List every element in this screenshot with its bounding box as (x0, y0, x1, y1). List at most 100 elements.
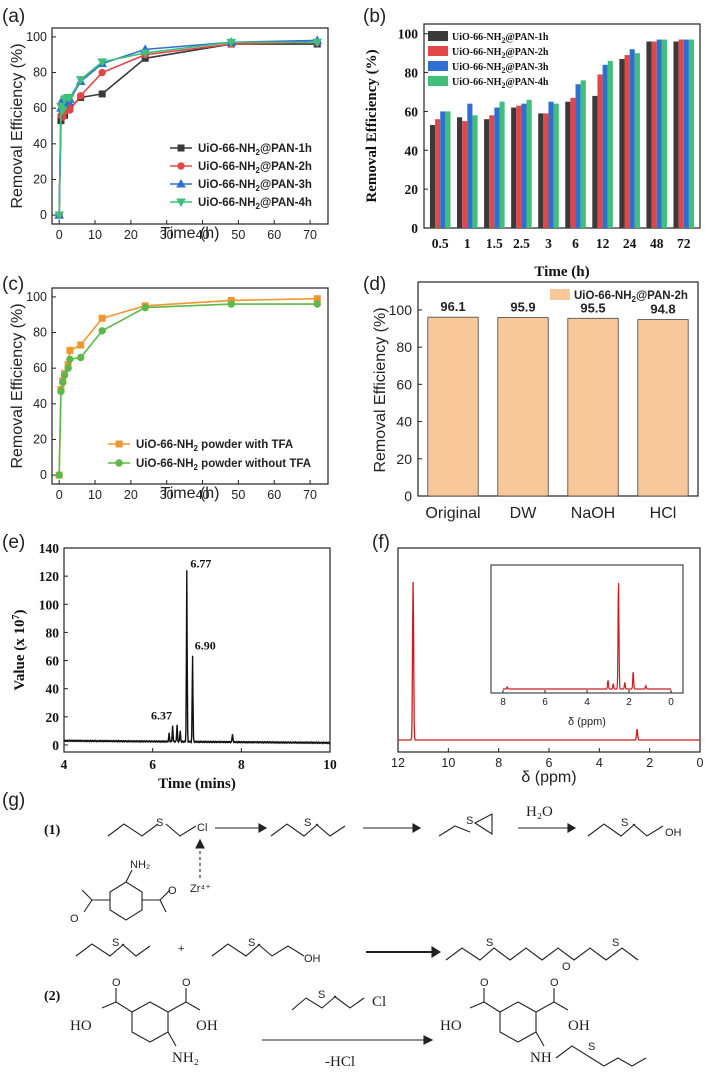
legend-label: UiO-66-NH2@PAN-3h (198, 179, 312, 193)
chart-c: 0 10 20 30 40 50 60 70 0 20 40 60 80 100 Time (h) Rem… (9, 287, 329, 502)
bar (435, 119, 441, 228)
y-tick-label: 100 (26, 290, 47, 304)
bar (567, 317, 619, 497)
x-tick-label: 20 (124, 488, 138, 502)
x-tick-label: NaOH (571, 505, 615, 522)
bar (484, 119, 490, 228)
chain-7a (291, 995, 337, 1011)
o-right-3: O (550, 977, 559, 989)
series-2 (55, 300, 321, 479)
x-tick-label: 10 (441, 756, 455, 770)
bar (462, 121, 468, 228)
data-point (57, 106, 68, 115)
legend-entry: UiO-66-NH2@PAN-4h (170, 197, 312, 211)
y-tick-label: 60 (396, 376, 412, 392)
bar (597, 74, 603, 228)
bar (516, 105, 522, 228)
chart-d-legend: UiO-66-NH2@PAN-2h (550, 289, 688, 304)
chart-a-xlabel: Time (h) (161, 225, 220, 242)
s-atom-2: S (304, 817, 311, 829)
oh-group-2: OH (304, 953, 321, 965)
x-tick-label: 12 (391, 756, 405, 770)
chain-7b (333, 995, 365, 1009)
legend-label: UiO-66-NH2@PAN-1h (198, 143, 312, 157)
y-tick-label: 20 (46, 710, 60, 725)
legend-entry: UiO-66-NH2@PAN-2h (428, 46, 549, 60)
y-tick-label: 20 (33, 432, 47, 446)
x-tick-label: 24 (623, 236, 637, 251)
legend-label: UiO-66-NH2@PAN-4h (452, 77, 549, 90)
carboxylate-right-o (159, 899, 167, 913)
legend-swatch (428, 76, 448, 86)
data-point (98, 314, 106, 322)
legend-label: UiO-66-NH2 powder without TFA (136, 458, 311, 472)
chart-a-ylabel: Removal Efficiency (%) (9, 43, 26, 208)
bar (673, 41, 679, 228)
y-tick-label: 0 (404, 488, 412, 504)
y-tick-label: 100 (389, 302, 413, 318)
data-point (98, 68, 106, 77)
x-tick-label: 48 (650, 236, 664, 251)
bar (683, 39, 689, 228)
x-tick-label: 4 (61, 757, 68, 772)
data-point (76, 353, 85, 362)
chart-a-frame (51, 27, 329, 225)
reaction-scheme: (1) S Cl S S H₂O S OH NH₂ O O Z (44, 804, 682, 1070)
data-point (141, 303, 149, 312)
bar (602, 64, 608, 228)
y-tick-label: 60 (33, 361, 47, 375)
nh2-bond-2 (167, 1031, 177, 1047)
y-tick-label: 100 (398, 27, 419, 42)
x-tick-label: 50 (231, 488, 245, 502)
y-tick-label: 20 (33, 172, 47, 186)
data-point (66, 355, 74, 363)
x-tick-label: Original (425, 505, 480, 522)
chart-d-frame (417, 281, 699, 497)
data-point (98, 327, 106, 335)
bar (543, 113, 549, 228)
series-4 (54, 38, 323, 221)
legend-label: UiO-66-NH2@PAN-4h (198, 197, 312, 211)
legend-label: UiO-66-NH2@PAN-1h (452, 32, 549, 45)
bar (511, 107, 517, 228)
data-point (227, 300, 235, 308)
x-tick-label: 0 (56, 488, 63, 502)
chart-f-inset: 8 6 4 2 0 δ (ppm) (490, 564, 684, 728)
cooh-left-2 (101, 1001, 133, 1013)
nh-group: NH (530, 1050, 552, 1066)
bar (548, 101, 554, 228)
legend-entry: UiO-66-NH2@PAN-1h (428, 31, 549, 45)
peak-label: 6.37 (151, 709, 172, 723)
y-tick-label: 40 (46, 682, 60, 697)
x-tick-label: 10 (88, 228, 102, 242)
series-2 (55, 38, 321, 219)
bar (637, 319, 689, 497)
legend-swatch (428, 31, 448, 41)
chain-1b (165, 823, 197, 837)
peak-label: 6.77 (190, 557, 211, 571)
legend-marker (176, 178, 186, 188)
data-point (75, 76, 86, 85)
o-left-3: O (480, 977, 489, 989)
chart-b: 0 20 40 60 80 100 0.5 1 1.5 2.5 3 6 12 24 48 72 Time (h… (364, 23, 701, 280)
data-point (60, 371, 69, 380)
chart-d-ylabel: Removal Efficiency (%) (372, 307, 389, 472)
data-point (57, 387, 65, 396)
bar (494, 107, 500, 228)
data-point (98, 90, 106, 98)
bar (472, 115, 478, 228)
minus-hcl: -HCl (325, 1054, 355, 1070)
bar (521, 103, 527, 228)
legend-entry: UiO-66-NH2@PAN-3h (428, 61, 549, 75)
panel-label-g: (g) (2, 790, 25, 811)
y-tick-label: 20 (396, 451, 412, 467)
data-label: 95.9 (510, 300, 535, 315)
x-tick-label: 6 (149, 757, 156, 772)
y-tick-label: 0 (40, 208, 47, 222)
panel-label-b: (b) (363, 6, 386, 27)
x-tick-label: 40 (196, 488, 210, 502)
chart-a: 0 10 20 30 40 50 60 70 0 20 40 60 80 100 Time (h) Rem… (9, 27, 329, 242)
s-atom-8: S (612, 937, 619, 949)
chain-6b (257, 943, 305, 957)
